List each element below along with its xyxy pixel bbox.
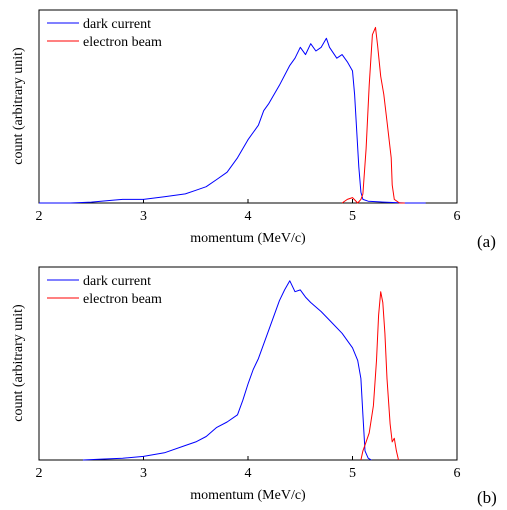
x-tick-label: 6 <box>454 466 461 481</box>
legend-label: dark current <box>83 17 151 32</box>
x-tick-label: 3 <box>140 466 147 481</box>
y-axis-label: count (arbitrary unit) <box>11 47 26 165</box>
legend: dark current electron beam <box>47 274 162 307</box>
x-axis-label: momentum (MeV/c) <box>190 488 306 503</box>
x-axis-label: momentum (MeV/c) <box>190 231 306 246</box>
series-line-dark-current <box>39 37 426 204</box>
panel-label: (a) <box>477 232 496 251</box>
legend-label: electron beam <box>83 35 162 50</box>
series-line-electron-beam <box>341 26 405 204</box>
x-tick-label: 4 <box>245 209 252 224</box>
chart-panel-b: 2 3 4 5 6 dark current electron beam momentum… <box>11 266 497 507</box>
x-tick-label: 4 <box>245 466 252 481</box>
x-tick-labels: 2 3 4 5 6 <box>36 199 461 224</box>
x-tick-label: 3 <box>140 209 147 224</box>
legend: dark current electron beam <box>47 17 162 50</box>
y-axis-label: count (arbitrary unit) <box>11 304 26 422</box>
x-tick-label: 6 <box>454 209 461 224</box>
x-tick-labels: 2 3 4 5 6 <box>36 456 461 481</box>
x-tick-label: 2 <box>36 466 43 481</box>
chart-panel-a: 2 3 4 5 6 dark current electron beam momentum… <box>11 9 496 251</box>
x-tick-label: 2 <box>36 209 43 224</box>
series-line-dark-current <box>82 280 372 461</box>
x-tick-label: 5 <box>349 209 356 224</box>
legend-label: dark current <box>83 274 151 289</box>
panel-label: (b) <box>477 488 497 507</box>
series-lines <box>82 280 399 461</box>
series-line-electron-beam <box>360 291 399 461</box>
series-lines <box>39 26 426 204</box>
legend-label: electron beam <box>83 292 162 307</box>
x-tick-label: 5 <box>349 466 356 481</box>
